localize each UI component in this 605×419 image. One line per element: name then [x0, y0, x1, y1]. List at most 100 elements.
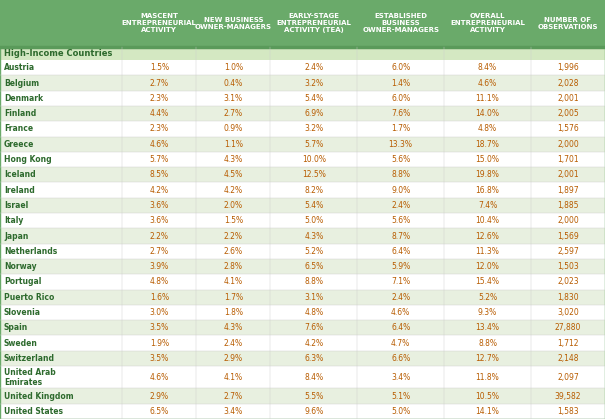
Text: Norway: Norway [4, 262, 37, 271]
Text: 5.2%: 5.2% [478, 293, 497, 302]
Bar [0, 320, 605, 335]
Text: United Arab
Emirates: United Arab Emirates [4, 367, 56, 387]
Text: 4.6%: 4.6% [391, 308, 410, 317]
Text: 2.3%: 2.3% [149, 94, 169, 103]
Text: 5.4%: 5.4% [304, 94, 324, 103]
Text: 3.4%: 3.4% [224, 407, 243, 416]
Text: 12.5%: 12.5% [302, 171, 325, 179]
Text: NEW BUSINESS
OWNER-MANAGERS: NEW BUSINESS OWNER-MANAGERS [195, 17, 272, 30]
Text: 8.5%: 8.5% [149, 171, 169, 179]
Text: EARLY-STAGE
ENTREPRENEURIAL
ACTIVITY (TEA): EARLY-STAGE ENTREPRENEURIAL ACTIVITY (TE… [276, 13, 351, 34]
Text: 7.6%: 7.6% [391, 109, 410, 118]
Text: Greece: Greece [4, 140, 34, 149]
Bar [0, 137, 605, 152]
Text: Japan: Japan [4, 232, 28, 241]
Bar [0, 274, 605, 290]
Text: 2.0%: 2.0% [224, 201, 243, 210]
Text: United States: United States [4, 407, 63, 416]
Text: 8.2%: 8.2% [304, 186, 323, 195]
Text: 4.6%: 4.6% [149, 373, 169, 382]
Text: 11.1%: 11.1% [476, 94, 499, 103]
Text: Israel: Israel [4, 201, 28, 210]
Text: Puerto Rico: Puerto Rico [4, 293, 54, 302]
Bar [0, 351, 605, 366]
Text: 1,885: 1,885 [557, 201, 579, 210]
Text: 3.1%: 3.1% [304, 293, 323, 302]
Text: 6.6%: 6.6% [391, 354, 410, 363]
Bar [0, 198, 605, 213]
Text: 9.0%: 9.0% [391, 186, 410, 195]
Text: 6.5%: 6.5% [149, 407, 169, 416]
Text: 3.5%: 3.5% [149, 323, 169, 332]
Text: 3.1%: 3.1% [224, 94, 243, 103]
Text: United Kingdom: United Kingdom [4, 392, 74, 401]
Text: 39,582: 39,582 [555, 392, 581, 401]
Text: 10.4%: 10.4% [476, 216, 500, 225]
Text: 1,830: 1,830 [557, 293, 579, 302]
Text: 1,897: 1,897 [557, 186, 579, 195]
Text: 5.2%: 5.2% [304, 247, 323, 256]
Text: 2,148: 2,148 [557, 354, 579, 363]
Text: 1.1%: 1.1% [224, 140, 243, 149]
Text: 2,000: 2,000 [557, 140, 579, 149]
Bar [0, 388, 605, 404]
Bar [0, 91, 605, 106]
Text: Switzerland: Switzerland [4, 354, 55, 363]
Text: 2,000: 2,000 [557, 216, 579, 225]
Bar [0, 244, 605, 259]
Text: 4.8%: 4.8% [149, 277, 169, 286]
Text: MASCENT
ENTREPRENEURIAL
ACTIVITY: MASCENT ENTREPRENEURIAL ACTIVITY [122, 13, 197, 34]
Text: 4.1%: 4.1% [224, 373, 243, 382]
Text: 15.4%: 15.4% [476, 277, 500, 286]
Text: 5.0%: 5.0% [391, 407, 410, 416]
Text: 4.5%: 4.5% [224, 171, 243, 179]
Text: 5.7%: 5.7% [304, 140, 324, 149]
Text: 3.6%: 3.6% [149, 201, 169, 210]
Text: 1.8%: 1.8% [224, 308, 243, 317]
Text: 8.7%: 8.7% [391, 232, 410, 241]
Text: 2.4%: 2.4% [391, 201, 410, 210]
Text: 5.7%: 5.7% [149, 155, 169, 164]
Text: 6.9%: 6.9% [304, 109, 324, 118]
Bar [0, 305, 605, 320]
Text: 1,701: 1,701 [557, 155, 579, 164]
Text: 4.6%: 4.6% [149, 140, 169, 149]
Text: 2.4%: 2.4% [224, 339, 243, 347]
Bar [0, 366, 605, 388]
Text: 8.4%: 8.4% [478, 63, 497, 72]
Bar [0, 122, 605, 137]
Text: 7.4%: 7.4% [478, 201, 497, 210]
Bar [0, 183, 605, 198]
Text: 27,880: 27,880 [555, 323, 581, 332]
Text: 1,576: 1,576 [557, 124, 579, 134]
Bar [0, 213, 605, 228]
Text: 2.6%: 2.6% [224, 247, 243, 256]
Text: 4.3%: 4.3% [224, 323, 243, 332]
Text: 3.0%: 3.0% [149, 308, 169, 317]
Text: 2,001: 2,001 [557, 171, 579, 179]
Text: 15.0%: 15.0% [476, 155, 500, 164]
Text: 11.8%: 11.8% [476, 373, 499, 382]
Text: 14.1%: 14.1% [476, 407, 500, 416]
Bar [0, 228, 605, 244]
Text: 2.7%: 2.7% [224, 109, 243, 118]
Text: 2.8%: 2.8% [224, 262, 243, 271]
Text: 3.4%: 3.4% [391, 373, 410, 382]
Text: Austria: Austria [4, 63, 35, 72]
Text: Spain: Spain [4, 323, 28, 332]
Text: 1,569: 1,569 [557, 232, 579, 241]
Text: OVERALL
ENTREPRENEURIAL
ACTIVITY: OVERALL ENTREPRENEURIAL ACTIVITY [450, 13, 525, 34]
Text: 2,028: 2,028 [557, 79, 579, 88]
Text: 3.6%: 3.6% [149, 216, 169, 225]
Text: 10.5%: 10.5% [476, 392, 500, 401]
Text: 4.6%: 4.6% [478, 79, 497, 88]
Text: 3.2%: 3.2% [304, 79, 323, 88]
Text: 12.6%: 12.6% [476, 232, 500, 241]
Text: 6.3%: 6.3% [304, 354, 324, 363]
Text: Sweden: Sweden [4, 339, 38, 347]
Text: 3.5%: 3.5% [149, 354, 169, 363]
Bar [0, 75, 605, 91]
Text: 4.4%: 4.4% [149, 109, 169, 118]
Text: 19.8%: 19.8% [476, 171, 500, 179]
Text: 8.8%: 8.8% [304, 277, 323, 286]
